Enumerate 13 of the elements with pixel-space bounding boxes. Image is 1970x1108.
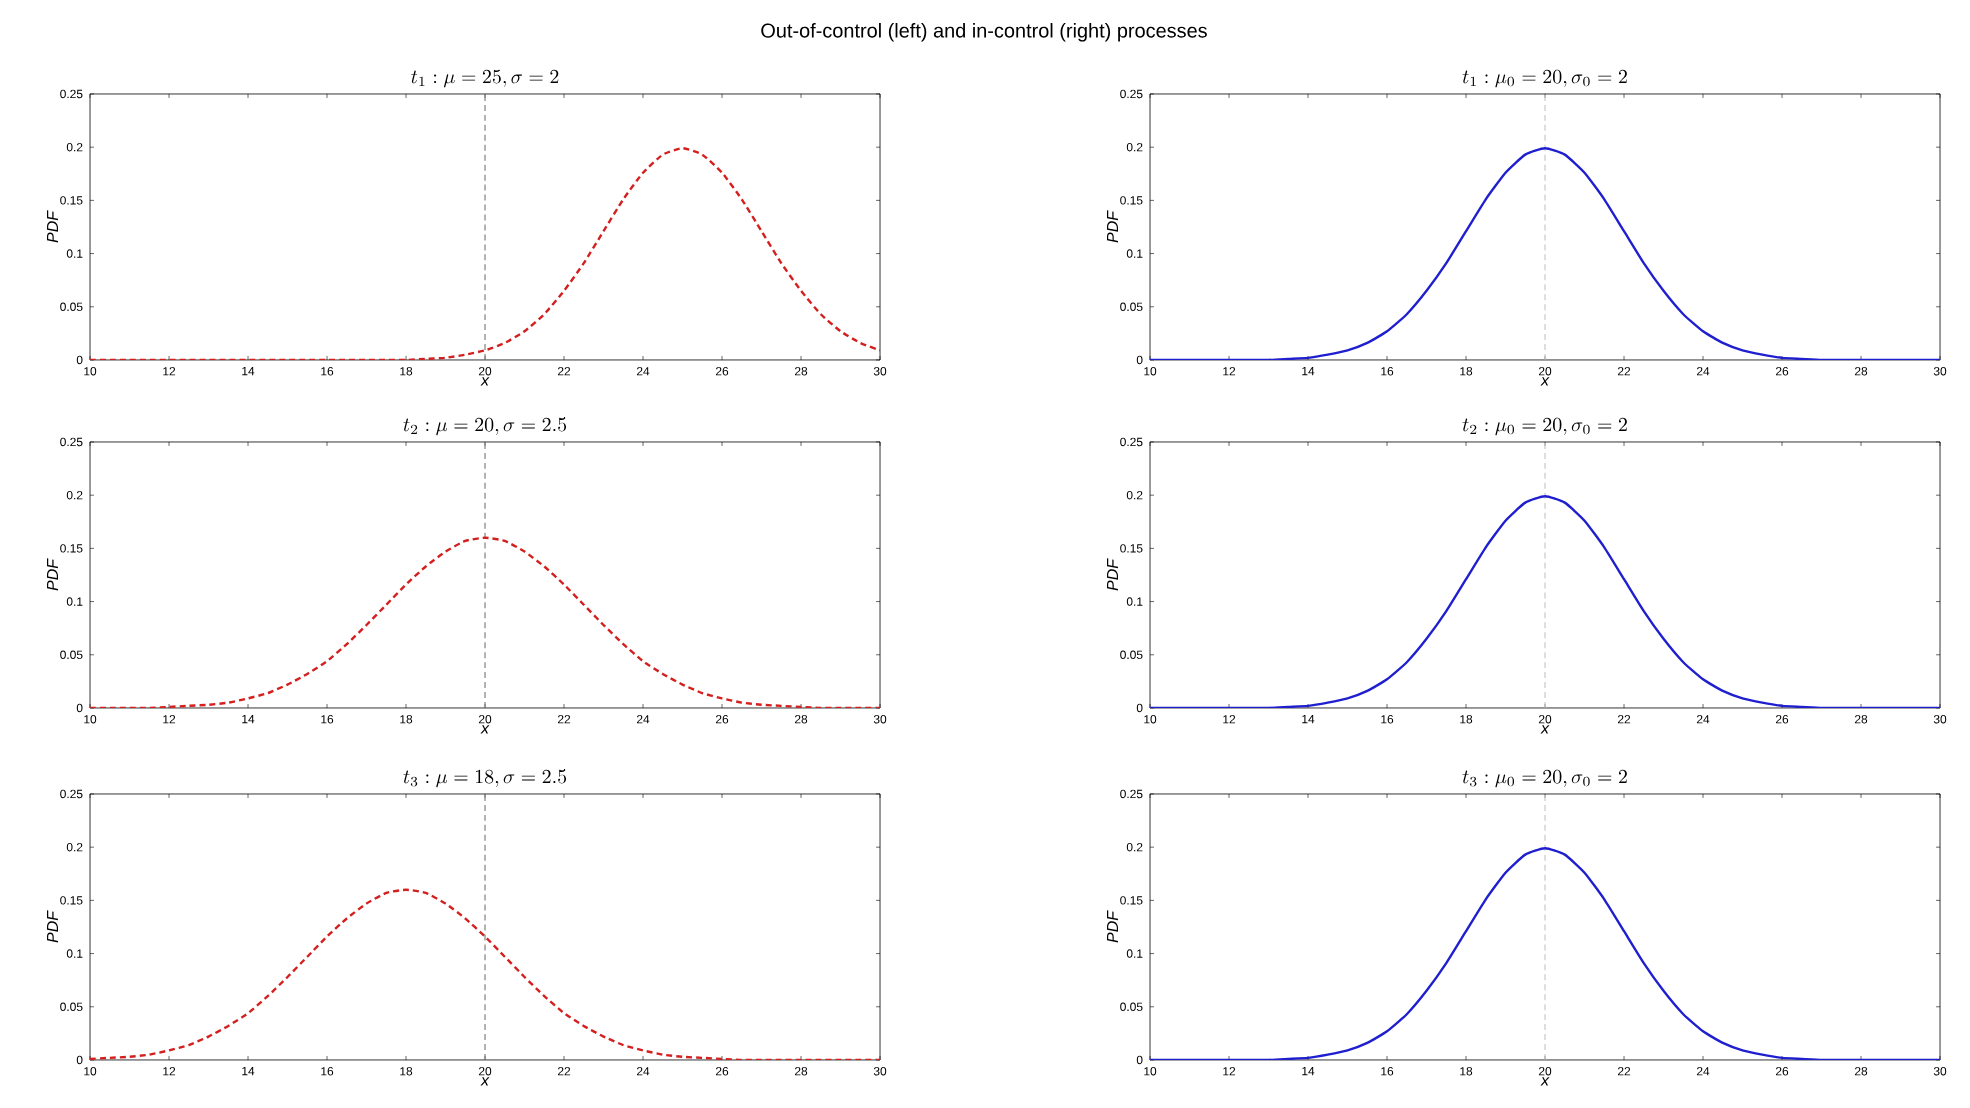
line-series <box>90 888 881 1060</box>
chart-title: $t_2 : \mu = 20, \sigma = 2.5$ <box>403 417 567 436</box>
line-series <box>1150 847 1941 1060</box>
chart-title: $t_2 : \mu_0 = 20, \sigma_0 = 2$ <box>1462 417 1627 436</box>
line-series <box>1150 147 1941 360</box>
text: Out-of-control (left) and in-control (right) processes <box>761 23 1207 42</box>
chart-title: $t_1 : \mu_0 = 20, \sigma_0 = 2$ <box>1462 69 1627 88</box>
chart-title: $t_3 : \mu_0 = 20, \sigma_0 = 2$ <box>1462 769 1627 788</box>
line-series <box>90 147 881 360</box>
chart-title: $t_3 : \mu = 18, \sigma = 2.5$ <box>403 769 567 788</box>
chart-title: $t_1 : \mu = 25, \sigma = 2$ <box>411 69 559 88</box>
line-series <box>90 536 881 708</box>
line-series <box>1150 495 1941 708</box>
